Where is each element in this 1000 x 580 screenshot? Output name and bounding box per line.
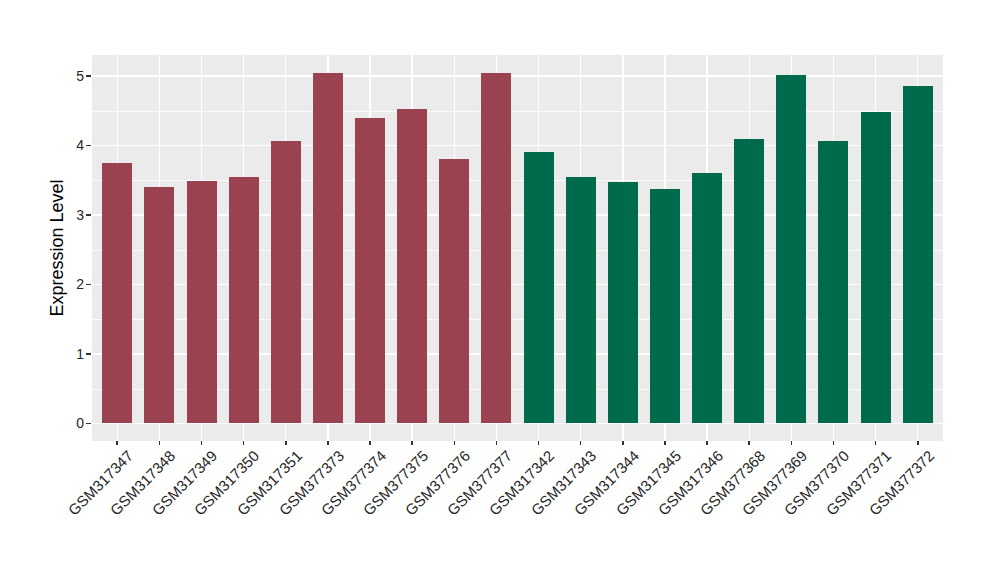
x-tick-mark (116, 441, 118, 445)
y-tick-mark (86, 145, 91, 147)
y-tick-mark (86, 423, 91, 425)
bar-GSM317346 (692, 173, 722, 423)
bar-GSM317342 (524, 152, 554, 423)
bar-GSM377372 (903, 86, 933, 423)
gridline-minor (92, 111, 943, 112)
bar-GSM377374 (355, 118, 385, 424)
gridline-minor (92, 319, 943, 320)
bar-GSM377369 (776, 75, 806, 424)
bar-GSM377371 (861, 112, 891, 423)
bar-GSM377373 (313, 73, 343, 424)
gridline-major (92, 214, 943, 216)
y-tick-label: 1 (44, 346, 84, 362)
gridline-minor (92, 389, 943, 390)
bar-GSM317345 (650, 189, 680, 423)
x-tick-mark (369, 441, 371, 445)
bar-GSM317344 (608, 182, 638, 423)
y-tick-label: 5 (44, 68, 84, 84)
gridline-minor (92, 180, 943, 181)
x-tick-mark (664, 441, 666, 445)
x-tick-mark (748, 441, 750, 445)
x-tick-mark (580, 441, 582, 445)
x-tick-mark (496, 441, 498, 445)
bar-GSM377368 (734, 139, 764, 424)
gridline-major (92, 353, 943, 355)
expression-level-bar-chart: Expression Level 012345GSM317347GSM31734… (0, 0, 1000, 580)
x-tick-mark (538, 441, 540, 445)
y-tick-label: 3 (44, 207, 84, 223)
bar-GSM377376 (439, 159, 469, 424)
bar-GSM317349 (187, 181, 217, 423)
y-tick-mark (86, 284, 91, 286)
x-tick-mark (706, 441, 708, 445)
x-tick-mark (243, 441, 245, 445)
bar-GSM377377 (481, 73, 511, 424)
y-tick-label: 4 (44, 137, 84, 153)
x-tick-mark (327, 441, 329, 445)
bar-GSM317350 (229, 177, 259, 424)
y-tick-label: 2 (44, 276, 84, 292)
y-tick-mark (86, 214, 91, 216)
x-tick-mark (201, 441, 203, 445)
x-tick-mark (454, 441, 456, 445)
y-axis-title: Expression Level (47, 179, 68, 316)
gridline-major (92, 75, 943, 77)
x-tick-mark (791, 441, 793, 445)
y-tick-mark (86, 75, 91, 77)
bar-GSM317348 (144, 187, 174, 423)
gridline-major (92, 423, 943, 425)
bar-GSM317347 (102, 163, 132, 424)
x-tick-mark (833, 441, 835, 445)
y-tick-mark (86, 353, 91, 355)
x-tick-mark (917, 441, 919, 445)
x-tick-mark (285, 441, 287, 445)
y-tick-label: 0 (44, 415, 84, 431)
gridline-major (92, 284, 943, 286)
bar-GSM377375 (397, 109, 427, 424)
gridline-minor (92, 250, 943, 251)
bar-GSM317343 (566, 177, 596, 424)
x-tick-mark (875, 441, 877, 445)
x-tick-mark (622, 441, 624, 445)
gridline-major (92, 145, 943, 147)
x-tick-mark (159, 441, 161, 445)
bar-GSM377370 (818, 141, 848, 423)
x-tick-mark (411, 441, 413, 445)
bar-GSM317351 (271, 141, 301, 423)
plot-panel (92, 55, 943, 441)
